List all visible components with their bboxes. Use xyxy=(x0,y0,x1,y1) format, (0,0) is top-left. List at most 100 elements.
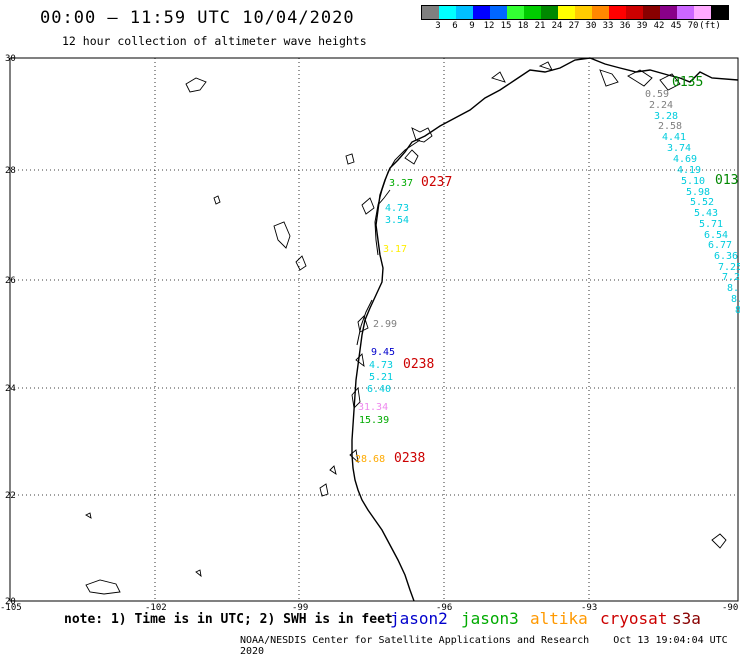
swh-value: 8. xyxy=(731,294,740,305)
legend-label: 9 xyxy=(469,21,475,31)
pass-label-0238-south: 0238 xyxy=(394,451,425,466)
pass-label-0238: 0238 xyxy=(403,357,434,372)
credit-text: NOAA/NESDIS Center for Satellite Applica… xyxy=(240,635,590,646)
legend-swatch xyxy=(507,6,524,19)
swh-value: 6.77 xyxy=(708,240,732,251)
legend-swatch xyxy=(711,6,728,19)
legend-swatch xyxy=(694,6,711,19)
legend-swatches xyxy=(421,5,729,20)
legend-label: 70 xyxy=(687,21,699,31)
legend-label: 21 xyxy=(534,21,546,31)
swh-value: 28.68 xyxy=(355,454,385,465)
legend-label: 27 xyxy=(568,21,580,31)
y-tick-label: 30 xyxy=(5,54,16,64)
map-frame xyxy=(9,57,739,602)
legend-swatch xyxy=(473,6,490,19)
legend-swatch xyxy=(490,6,507,19)
swh-value: 3.37 xyxy=(389,178,413,189)
swh-value: 3.28 xyxy=(654,111,678,122)
legend-swatch xyxy=(422,6,439,19)
legend-swatch xyxy=(439,6,456,19)
satellite-s3a: s3a xyxy=(672,609,701,628)
legend-label: 24 xyxy=(551,21,563,31)
legend-label: 6 xyxy=(452,21,458,31)
y-tick-label: 28 xyxy=(5,166,16,176)
legend-label: 15 xyxy=(500,21,512,31)
legend-label: 45 xyxy=(670,21,682,31)
swh-value: 15.39 xyxy=(359,415,389,426)
pass-label-013: 013 xyxy=(715,173,738,188)
swh-value: 6.36 xyxy=(714,251,738,262)
legend-label: 18 xyxy=(517,21,529,31)
swh-value: 3.54 xyxy=(385,215,409,226)
swh-value: 4.69 xyxy=(673,154,697,165)
swh-value: 7.2 xyxy=(722,272,740,283)
swh-value: 8 xyxy=(735,305,740,316)
swh-value: 5.71 xyxy=(699,219,723,230)
legend-label: 39 xyxy=(636,21,648,31)
pass-label-0237: 0237 xyxy=(421,175,452,190)
grid-lines xyxy=(10,58,738,601)
swh-value: 2.24 xyxy=(649,100,673,111)
coastline xyxy=(351,57,739,602)
y-tick-label: 20 xyxy=(5,597,16,607)
legend-swatch xyxy=(592,6,609,19)
legend-swatch xyxy=(524,6,541,19)
swh-value: 4.73 xyxy=(385,203,409,214)
satellite-altika: altika xyxy=(530,609,588,628)
legend-swatch xyxy=(660,6,677,19)
legend-label: 33 xyxy=(602,21,614,31)
satellite-jason2: jason2 xyxy=(390,609,448,628)
legend-label: 12 xyxy=(483,21,495,31)
map-subtitle: 12 hour collection of altimeter wave hei… xyxy=(62,34,367,48)
y-axis-labels: 30 28 26 24 22 20 xyxy=(5,54,16,607)
x-tick-label: -105 xyxy=(0,603,22,613)
satellite-jason3: jason3 xyxy=(461,609,519,628)
wave-height-values: 0.59 2.24 2.58 3.28 4.41 3.74 4.69 4.19 … xyxy=(355,89,740,465)
swh-value: 4.73 xyxy=(369,360,393,371)
legend-swatch xyxy=(677,6,694,19)
inland-waters xyxy=(349,61,681,464)
swh-value: 6.40 xyxy=(367,384,391,395)
swh-value: 7.25 xyxy=(718,262,740,273)
x-tick-label: -96 xyxy=(436,603,452,613)
legend-label: 36 xyxy=(619,21,631,31)
x-tick-label: -90 xyxy=(722,603,738,613)
swh-value: 6.54 xyxy=(704,230,728,241)
legend-swatch xyxy=(626,6,643,19)
swh-value: 0.59 xyxy=(645,89,669,100)
pass-label-0135: 0135 xyxy=(672,75,703,90)
footer-credit: NOAA/NESDIS Center for Satellite Applica… xyxy=(240,635,740,657)
swh-value: 3.17 xyxy=(383,244,407,255)
legend-label: (ft) xyxy=(699,21,721,31)
satellite-cryosat: cryosat xyxy=(600,609,668,628)
x-tick-label: -93 xyxy=(581,603,597,613)
y-tick-label: 24 xyxy=(5,384,16,394)
swh-value: 5.52 xyxy=(690,197,714,208)
swh-value: 9.45 xyxy=(371,347,395,358)
legend-swatch xyxy=(456,6,473,19)
legend-swatch xyxy=(541,6,558,19)
legend-label: 42 xyxy=(653,21,665,31)
legend-label: 30 xyxy=(585,21,597,31)
x-tick-label: -102 xyxy=(145,603,167,613)
swh-value: 4.41 xyxy=(662,132,686,143)
pass-id-labels: 0135 013 0237 0238 0238 xyxy=(394,75,738,466)
swh-value: 31.34 xyxy=(358,402,388,413)
legend-labels: 3 6 9 12 15 18 21 24 27 30 33 36 39 42 45 70 (ft) xyxy=(421,20,729,32)
legend-swatch xyxy=(558,6,575,19)
swh-value: 8. xyxy=(727,283,739,294)
map-title: 00:00 — 11:59 UTC 10/04/2020 xyxy=(40,8,355,28)
legend-swatch xyxy=(575,6,592,19)
x-axis-labels: -105 -102 -99 -96 -93 -90 xyxy=(0,603,738,613)
inland-lakes xyxy=(85,77,727,595)
legend-swatch xyxy=(643,6,660,19)
swh-value: 2.58 xyxy=(658,121,682,132)
y-tick-label: 22 xyxy=(5,491,16,501)
footer-note: note: 1) Time is in UTC; 2) SWH is in fe… xyxy=(64,612,393,627)
swh-value: 2.99 xyxy=(373,319,397,330)
swh-value: 3.74 xyxy=(667,143,691,154)
legend-swatch xyxy=(609,6,626,19)
swh-value: 5.21 xyxy=(369,372,393,383)
